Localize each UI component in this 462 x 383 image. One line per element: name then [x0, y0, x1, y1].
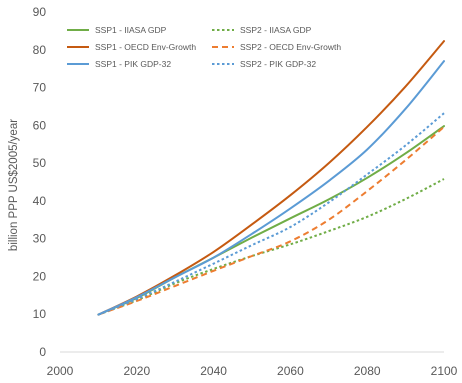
- legend-label: SSP2 - IIASA GDP: [240, 25, 312, 35]
- y-tick-label: 60: [33, 118, 47, 132]
- y-tick-label: 10: [33, 307, 47, 321]
- legend-label: SSP1 - PIK GDP-32: [95, 59, 171, 69]
- x-tick-label: 2040: [200, 364, 227, 378]
- x-tick-label: 2100: [431, 364, 458, 378]
- series-line-6: [98, 112, 445, 316]
- y-tick-label: 50: [33, 156, 47, 170]
- y-axis-title: billion PPP US$2005/year: [8, 119, 20, 251]
- x-tick-label: 2060: [277, 364, 304, 378]
- x-tick-labels: 2000 2020 2040 2060 2080 2100: [47, 364, 458, 378]
- y-tick-labels: 0 10 20 30 40 50 60 70 80 90: [33, 5, 47, 359]
- series-lines: [97, 40, 445, 316]
- series-line-2: [98, 178, 445, 316]
- legend-label: SSP1 - OECD Env-Growth: [95, 42, 196, 52]
- y-tick-label: 20: [33, 269, 47, 283]
- y-tick-label: 80: [33, 43, 47, 57]
- y-tick-label: 40: [33, 194, 47, 208]
- y-tick-label: 30: [33, 232, 47, 246]
- legend: SSP1 - IIASA GDP SSP2 - IIASA GDP SSP1 - O…: [67, 25, 341, 69]
- series-line-4: [98, 126, 445, 316]
- y-tick-label: 0: [39, 345, 46, 359]
- x-tick-label: 2020: [123, 364, 150, 378]
- series-line-5: [97, 60, 445, 316]
- y-tick-label: 70: [33, 81, 47, 95]
- legend-label: SSP1 - IIASA GDP: [95, 25, 167, 35]
- legend-label: SSP2 - OECD Env-Growth: [240, 42, 341, 52]
- x-tick-label: 2080: [354, 364, 381, 378]
- x-tick-label: 2000: [47, 364, 74, 378]
- y-tick-label: 90: [33, 5, 47, 19]
- series-line-3: [97, 40, 445, 316]
- legend-label: SSP2 - PIK GDP-32: [240, 59, 316, 69]
